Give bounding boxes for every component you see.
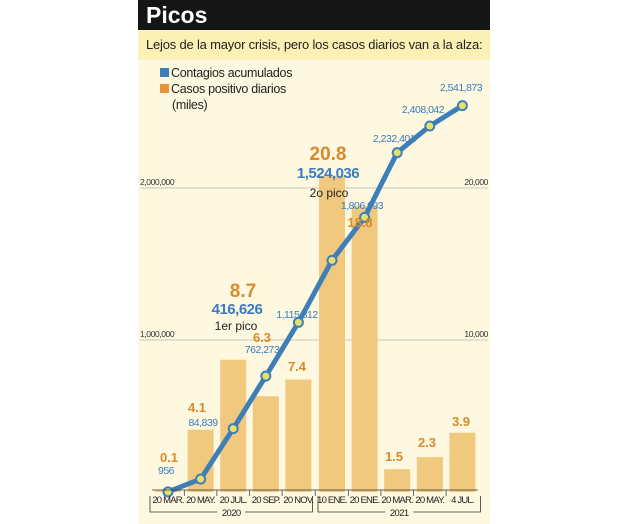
x-tick-label: 20 MAR. xyxy=(152,495,184,506)
legend-label: Casos positivo diarios xyxy=(171,82,286,96)
bar xyxy=(449,432,476,492)
legend-bar: Casos positivo diarios xyxy=(160,82,286,96)
x-tick-label: 20 MAR. xyxy=(382,495,414,506)
line-value-label: 1,524,036 xyxy=(297,165,359,182)
peak-annotation: 2o pico xyxy=(310,186,349,200)
x-tick-label: 4 JUL. xyxy=(451,495,474,506)
line-marker xyxy=(424,120,436,132)
year-bracket xyxy=(317,496,481,513)
line-marker xyxy=(359,211,371,223)
line-value-label: 2,541,873 xyxy=(440,82,483,94)
legend-swatch-blue xyxy=(160,68,169,77)
left-tick-label: 1,000,000 xyxy=(140,329,175,339)
bar-value-label: 0.1 xyxy=(160,450,178,465)
line-marker xyxy=(260,370,272,382)
bar-value-label: 2.3 xyxy=(418,435,436,450)
title: Picos xyxy=(146,2,208,28)
x-tick-label: 10 ENE. xyxy=(317,495,347,506)
legend-label: Contagios acumulados xyxy=(171,66,293,80)
bar xyxy=(285,379,312,492)
year-label: 2021 xyxy=(390,508,409,519)
x-tick-label: 20 ENE. xyxy=(350,495,380,506)
line-value-label: 416,626 xyxy=(212,301,263,318)
line-value-label: 2,408,042 xyxy=(402,104,445,116)
x-tick-label: 20 MAY. xyxy=(415,495,445,506)
line-marker xyxy=(227,423,239,435)
bar-value-label: 4.1 xyxy=(188,400,206,415)
left-tick-label: 2,000,000 xyxy=(140,177,175,187)
x-tick-label: 20 MAY. xyxy=(186,495,216,506)
bar xyxy=(416,457,443,492)
bar xyxy=(384,469,411,492)
bar-value-label: 3.9 xyxy=(452,414,470,429)
right-tick-label: 10,000 xyxy=(464,329,488,339)
x-tick-label: 20 NOV. xyxy=(283,495,313,506)
line-marker xyxy=(391,147,403,159)
legend-swatch-orange xyxy=(160,84,169,93)
line-marker xyxy=(292,316,304,328)
bar xyxy=(351,206,378,493)
subtitle: Lejos de la mayor crisis, pero los casos… xyxy=(146,37,483,52)
subtitle-bar: Lejos de la mayor crisis, pero los casos… xyxy=(138,30,490,60)
chart: 1,000,000 10,000 2,000,000 20,000 0.1 4.1 8.7 6… xyxy=(140,82,489,519)
line-marker xyxy=(326,254,338,266)
bar xyxy=(319,175,345,492)
bar-value-label: 1.5 xyxy=(385,449,403,464)
bar xyxy=(252,396,279,492)
infographic: Picos Lejos de la mayor crisis, pero los… xyxy=(138,0,490,524)
bar-value-label: 18.8 xyxy=(347,215,372,230)
line-value-label: 2,232,401 xyxy=(373,133,416,145)
line-value-label: 956 xyxy=(158,465,175,477)
year-label: 2020 xyxy=(222,508,241,519)
cumulative-line xyxy=(167,103,464,495)
bar-value-label: 8.7 xyxy=(230,281,256,302)
peak-annotation: 1er pico xyxy=(215,319,258,333)
legend-line: Contagios acumulados xyxy=(160,66,292,80)
title-bar: Picos xyxy=(138,0,490,30)
x-tick-label: 20 SEP. xyxy=(252,495,280,506)
right-tick-label: 20,000 xyxy=(464,177,488,187)
year-bracket xyxy=(149,496,313,513)
bar-value-label: 7.4 xyxy=(288,359,307,374)
line-value-label: 1,806,993 xyxy=(341,200,384,212)
bar-value-label: 6.3 xyxy=(253,330,271,345)
line-value-label: 84,839 xyxy=(188,417,218,429)
legend-unit: (miles) xyxy=(172,98,208,112)
x-tick-label: 20 JUL. xyxy=(220,495,247,506)
bar-value-label: 20.8 xyxy=(310,144,347,165)
line-value-label: 1,115,812 xyxy=(276,309,318,321)
line-marker xyxy=(456,100,468,112)
line-value-label: 762,273 xyxy=(245,344,280,356)
line-marker xyxy=(195,473,207,485)
